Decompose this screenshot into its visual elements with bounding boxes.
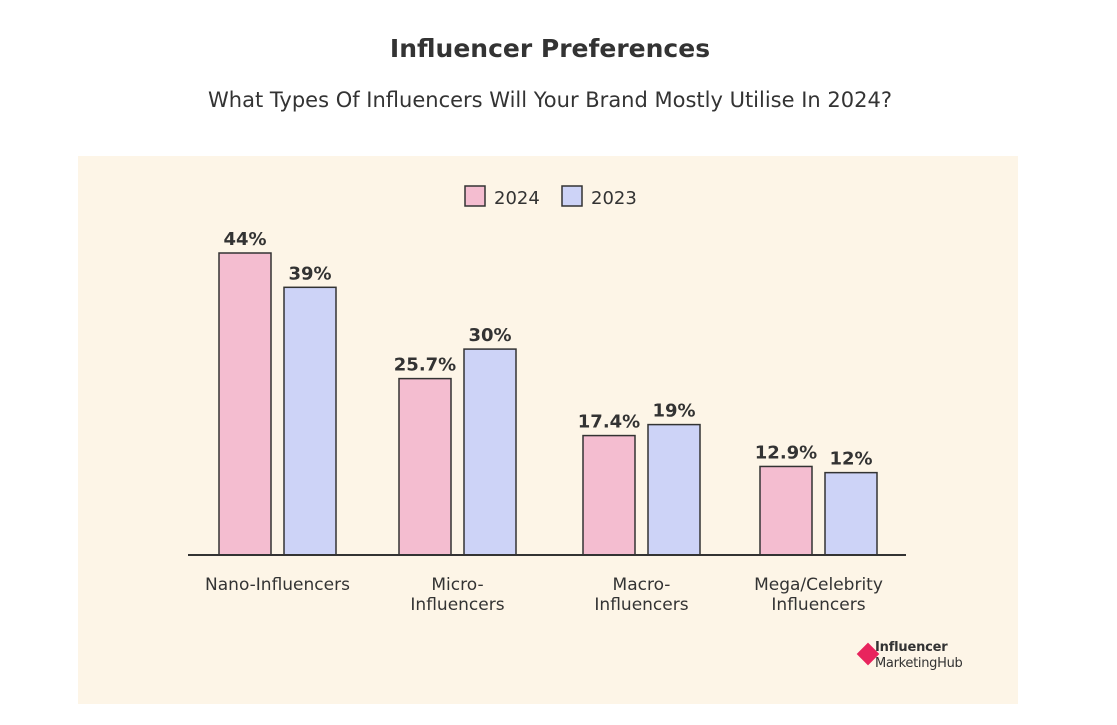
category-label-3-0: Mega/Celebrity	[754, 575, 883, 595]
legend-label-2023: 2023	[591, 188, 637, 209]
data-label-2024-0: 44%	[223, 229, 266, 250]
bar-2023-0	[283, 286, 337, 556]
logo-text-line1: Influencer	[875, 640, 948, 655]
influencer-marketing-hub-logo: Influencer MarketingHub	[856, 640, 1000, 674]
data-label-2024-2: 17.4%	[578, 412, 640, 433]
category-label-3-1: Influencers	[771, 595, 865, 615]
bar-2024-0	[218, 252, 272, 556]
bar-2023-3	[824, 471, 878, 556]
data-label-2023-3: 12%	[829, 449, 872, 470]
data-label-2023-0: 39%	[288, 263, 331, 284]
category-label-1-1: Influencers	[410, 595, 504, 615]
data-label-2024-1: 25.7%	[394, 355, 456, 376]
chart-subtitle: What Types Of Influencers Will Your Bran…	[208, 88, 892, 112]
legend-swatch-2023	[561, 185, 583, 207]
bar-2023-2	[647, 423, 701, 556]
data-label-2023-2: 19%	[652, 401, 695, 422]
logo-text-line2: MarketingHub	[875, 656, 963, 671]
data-label-2023-1: 30%	[468, 325, 511, 346]
category-label-1-0: Micro-	[431, 575, 483, 595]
bar-2024-2	[582, 434, 636, 556]
category-label-2-1: Influencers	[594, 595, 688, 615]
chart-title: Influencer Preferences	[389, 34, 711, 63]
bar-2023-1	[463, 348, 517, 556]
chart-panel: 2024 2023 44% 39% Nano-Influencers 25.7% 30% Mi…	[78, 156, 1018, 704]
bar-2024-1	[398, 377, 452, 556]
legend-swatch-2024	[464, 185, 486, 207]
bar-chart: 2024 2023 44% 39% Nano-Influencers 25.7% 30% Mi…	[188, 185, 906, 615]
category-label-2-0: Macro-	[613, 575, 671, 595]
category-label-0-0: Nano-Influencers	[205, 575, 350, 595]
data-label-2024-3: 12.9%	[755, 442, 817, 463]
legend-label-2024: 2024	[494, 188, 540, 209]
bar-2024-3	[759, 465, 813, 556]
